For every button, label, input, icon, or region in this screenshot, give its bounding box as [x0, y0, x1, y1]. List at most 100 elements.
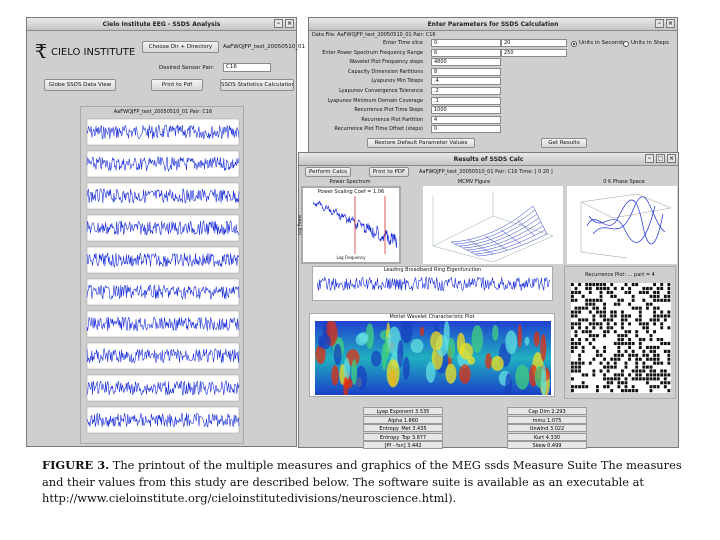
recurrence-cell: [613, 353, 617, 357]
recurrence-cell: [646, 357, 649, 361]
signal-traces: [86, 118, 240, 434]
restore-defaults-button[interactable]: Restore Default Parameter Values: [367, 138, 475, 148]
parameters-window-titlebar[interactable]: Enter Parameters for SSDS Calculation – ×: [309, 18, 677, 31]
recurrence-cell: [653, 314, 656, 318]
recurrence-cell: [571, 341, 574, 346]
param-value-field[interactable]: .4: [431, 77, 501, 86]
param-value-field[interactable]: .1: [431, 96, 501, 105]
recurrence-cell: [656, 298, 660, 302]
param-value-field[interactable]: 6: [431, 48, 501, 57]
print-pdf-button[interactable]: Print to Pdf: [151, 79, 203, 91]
recurrence-cell: [638, 318, 642, 322]
main-window-titlebar[interactable]: Cielo Institute EEG - SSDS Analysis – ×: [27, 18, 296, 31]
choose-directory-button[interactable]: Choose Dir + Directory: [142, 41, 219, 53]
results-close-icon[interactable]: ×: [667, 154, 676, 163]
results-window-titlebar[interactable]: Results of SSDS Calc – □ ×: [299, 153, 678, 166]
recurrence-cell: [656, 353, 660, 357]
recurrence-cell: [574, 385, 578, 389]
wavelet-blob: [485, 353, 492, 369]
recurrence-cell: [646, 302, 649, 306]
recurrence-cell: [656, 290, 660, 294]
recurrence-cell: [610, 294, 614, 298]
results-maximize-icon[interactable]: □: [656, 154, 665, 163]
wavelet-blob: [447, 337, 456, 359]
wavelet-blob: [467, 356, 475, 365]
recurrence-cell: [621, 326, 624, 330]
recurrence-cell: [638, 345, 642, 349]
results-minimize-icon[interactable]: –: [645, 154, 654, 163]
units-seconds-radio[interactable]: [571, 41, 577, 47]
signal-plot-panel: AaFWQJFP_test_20050510_01 Pair: C16: [80, 106, 244, 444]
recurrence-cell: [649, 369, 653, 373]
recurrence-cell: [581, 349, 585, 353]
recurrence-cell: [592, 373, 596, 377]
recurrence-cell: [571, 290, 574, 294]
print-to-pdf-button[interactable]: Print to PDF: [369, 167, 409, 177]
recurrence-cell: [603, 334, 606, 338]
recurrence-cell: [638, 306, 642, 310]
sensor-pair-field[interactable]: C16: [223, 63, 271, 72]
recurrence-cell: [581, 385, 585, 389]
recurrence-cell: [646, 373, 649, 377]
param-value-field[interactable]: 0: [431, 39, 501, 47]
globe-ssds-button[interactable]: Globe SSDS Data View: [44, 79, 116, 91]
cielo-logo: ₹ CIELO INSTITUTE: [35, 42, 135, 62]
recurrence-cell: [585, 385, 589, 389]
recurrence-cell: [606, 326, 610, 330]
param-value-field[interactable]: 0: [431, 125, 501, 134]
signal-trace-row: [86, 118, 240, 146]
recurrence-cell: [585, 302, 589, 306]
param-value-field[interactable]: 4: [431, 115, 501, 124]
param-value-field[interactable]: 8: [431, 67, 501, 76]
params-close-icon[interactable]: ×: [666, 19, 675, 28]
wavelet-blob: [425, 361, 436, 383]
recurrence-cell: [635, 353, 639, 357]
recurrence-cell: [621, 369, 624, 373]
param-value-field[interactable]: .2: [431, 87, 501, 95]
recurrence-cell: [631, 377, 635, 381]
mcmv-title: MCMV Figure: [457, 179, 491, 185]
power-spectrum-panel: Power Scaling Coef = 1.06 Log Power Log …: [297, 186, 401, 264]
recurrence-cell: [624, 365, 628, 369]
units-steps-radio[interactable]: [623, 41, 629, 47]
recurrence-cell: [628, 286, 631, 291]
recurrence-cell: [592, 298, 596, 302]
wavelet-blob: [403, 356, 410, 380]
recurrence-cell: [603, 345, 606, 349]
recurrence-cell: [571, 314, 574, 318]
recurrence-cell: [656, 345, 660, 349]
param-value-field[interactable]: 1000: [431, 106, 501, 115]
recurrence-cell: [617, 349, 621, 353]
param-value2-field[interactable]: 250: [501, 48, 567, 57]
recurrence-cell: [571, 283, 574, 287]
minimize-icon[interactable]: –: [274, 19, 283, 28]
recurrence-cell: [646, 286, 649, 291]
recurrence-cell: [621, 373, 624, 377]
recurrence-cell: [649, 294, 653, 298]
wavelet-blob: [524, 336, 530, 346]
param-value-field[interactable]: 4800: [431, 58, 501, 67]
recurrence-cell: [635, 389, 639, 393]
recurrence-cell: [578, 318, 581, 322]
recurrence-cell: [578, 338, 581, 342]
recurrence-cell: [628, 357, 631, 361]
signal-plot-title: AaFWQJFP_test_20050510_01 Pair: C16: [113, 109, 213, 115]
recurrence-cell: [624, 341, 628, 346]
recurrence-cell: [596, 298, 599, 302]
recurrence-cell: [624, 283, 628, 287]
recurrence-cell: [599, 286, 603, 291]
recurrence-cell: [663, 314, 667, 318]
ssds-statistics-button[interactable]: SSDS Statistics Calculations: [220, 79, 294, 91]
params-minimize-icon[interactable]: –: [655, 19, 664, 28]
get-results-button[interactable]: Get Results: [541, 138, 587, 148]
perform-calcs-button[interactable]: Perform Calcs: [305, 167, 351, 177]
recurrence-cell: [599, 298, 603, 302]
wavelet-blob: [355, 333, 368, 346]
recurrence-cell: [596, 385, 599, 389]
stat-left-item: Lyap Exponent 3.535: [363, 407, 443, 415]
close-icon[interactable]: ×: [285, 19, 294, 28]
param-value2-field[interactable]: 20: [501, 39, 567, 47]
recurrence-cell: [646, 381, 649, 385]
recurrence-cell: [642, 365, 646, 369]
signal-trace-row: [86, 310, 240, 338]
